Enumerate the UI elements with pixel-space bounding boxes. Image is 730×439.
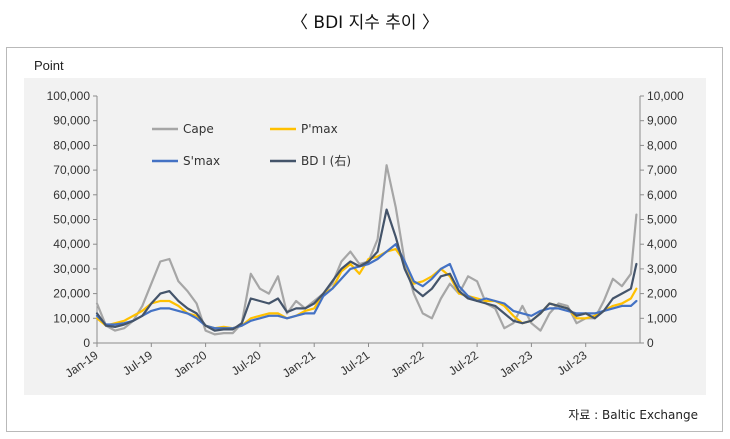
- unit-label: Point: [34, 58, 64, 73]
- x-tick-label: Jan-20: [171, 348, 209, 381]
- y-left-tick-label: 30,000: [53, 262, 90, 276]
- x-tick-label: Jul-20: [229, 348, 264, 378]
- y-right-tick-label: 7,000: [647, 163, 677, 177]
- x-tick-label: Jan-22: [388, 348, 426, 381]
- y-right-tick-label: 5,000: [647, 213, 677, 227]
- x-tick-label: Jul-23: [555, 348, 590, 378]
- source-note: 자료 : Baltic Exchange: [568, 408, 698, 422]
- legend-label: S'max: [183, 154, 220, 168]
- y-left-tick-label: 90,000: [53, 114, 90, 128]
- y-left-tick-label: 0: [83, 336, 90, 350]
- y-right-tick-label: 0: [647, 336, 654, 350]
- y-left-tick-label: 70,000: [53, 163, 90, 177]
- y-left-tick-label: 60,000: [53, 188, 90, 202]
- legend-label: P'max: [301, 122, 338, 136]
- page-title: 〈 BDI 지수 추이 〉: [291, 13, 439, 33]
- y-right-tick-label: 2,000: [647, 287, 677, 301]
- series-line-3: [95, 208, 638, 332]
- y-right-tick-label: 3,000: [647, 262, 677, 276]
- x-tick-label: Jul-22: [446, 348, 481, 378]
- y-left-tick-label: 80,000: [53, 138, 90, 152]
- y-right-tick-label: 1,000: [647, 311, 677, 325]
- y-right-tick-label: 10,000: [647, 89, 684, 103]
- y-left-tick-label: 50,000: [53, 213, 90, 227]
- x-tick-label: Jul-21: [337, 348, 372, 378]
- x-tick-label: Jan-21: [280, 348, 318, 381]
- y-left-tick-label: 20,000: [53, 287, 90, 301]
- x-tick-label: Jan-19: [63, 348, 101, 381]
- plot-background: [24, 78, 706, 395]
- x-tick-label: Jan-23: [497, 348, 535, 381]
- y-left-tick-label: 100,000: [47, 89, 91, 103]
- y-left-tick-label: 10,000: [53, 311, 90, 325]
- y-right-tick-label: 6,000: [647, 188, 677, 202]
- legend-label: BD I (右): [301, 153, 351, 168]
- x-tick-label: Jul-19: [120, 348, 155, 378]
- y-left-tick-label: 40,000: [53, 237, 90, 251]
- legend-label: Cape: [183, 122, 214, 136]
- y-right-tick-label: 8,000: [647, 138, 677, 152]
- y-right-tick-label: 4,000: [647, 237, 677, 251]
- y-right-tick-label: 9,000: [647, 114, 677, 128]
- series-line-2: [95, 243, 638, 330]
- series-line-1: [95, 248, 638, 330]
